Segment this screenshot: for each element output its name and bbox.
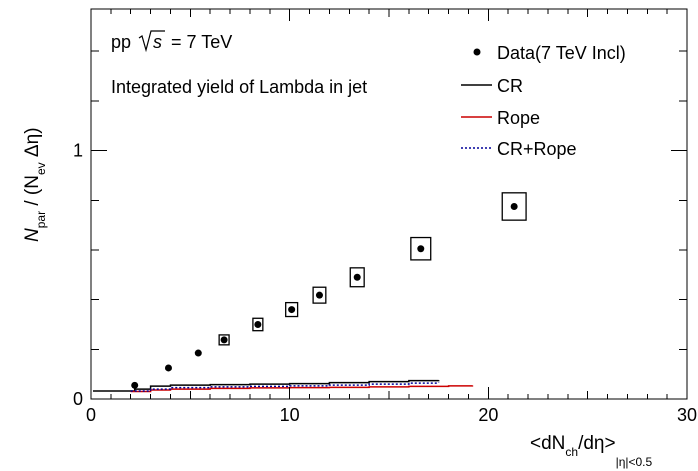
y-axis-label-sub1: par (34, 211, 48, 228)
data-point (288, 306, 296, 314)
data-point (220, 336, 228, 344)
legend-label-cr: CR (497, 76, 523, 96)
series-layer (92, 192, 527, 393)
x-tick-label: 10 (280, 405, 300, 425)
syst-box (501, 192, 527, 221)
data-point (510, 202, 518, 210)
syst-box (410, 236, 432, 261)
syst-box (312, 286, 327, 304)
x-axis-label-open: <dN (530, 433, 565, 454)
legend-label-cr-rope: CR+Rope (497, 139, 577, 159)
x-tick-label: 0 (86, 405, 96, 425)
energy-suffix: = 7 TeV (171, 32, 232, 52)
sqrt-symbol (138, 30, 165, 53)
y-axis-label-sub2: ev (34, 162, 48, 175)
syst-box (252, 317, 264, 332)
energy-sqrt-arg: s (153, 32, 162, 52)
energy-prefix: pp (111, 32, 131, 52)
legend-label-data: Data(7 TeV Incl) (497, 43, 626, 63)
x-axis-label-sub2: |η|<0.5 (616, 455, 653, 469)
legend: Data(7 TeV Incl) CR Rope CR+Rope (461, 43, 626, 159)
syst-box (285, 301, 299, 318)
data-point (417, 245, 425, 253)
x-tick-label: 30 (677, 405, 697, 425)
series-line-cr-rope (130, 382, 440, 392)
y-axis-label-end: Δη) (22, 127, 43, 162)
y-tick-label: 0 (73, 389, 83, 409)
data-point (353, 273, 361, 281)
y-tick-label: 1 (73, 141, 83, 161)
syst-box (218, 334, 230, 346)
legend-marker-data (473, 48, 481, 56)
y-axis-label-mid: / (N (22, 175, 43, 211)
x-axis-label-mid: /dη> (578, 433, 616, 454)
x-axis-label-sub1: ch (565, 445, 578, 459)
x-axis-ticks: 0 10 20 30 (86, 9, 697, 425)
series-line-cr (92, 379, 440, 392)
x-tick-label: 20 (478, 405, 498, 425)
plot-description: Integrated yield of Lambda in jet (111, 77, 367, 97)
y-axis-label: Npar / (Nev Δη) (22, 127, 48, 242)
x-axis-label: <dNch/dη>|η|<0.5 (530, 433, 653, 469)
data-point (131, 381, 139, 389)
data-point (164, 364, 172, 372)
y-axis-label-n: N (22, 228, 43, 242)
syst-box (349, 267, 365, 288)
legend-label-rope: Rope (497, 108, 540, 128)
data-point (315, 291, 323, 299)
data-point (194, 349, 202, 357)
y-axis-ticks: 01 (73, 50, 687, 409)
data-point (254, 320, 262, 328)
